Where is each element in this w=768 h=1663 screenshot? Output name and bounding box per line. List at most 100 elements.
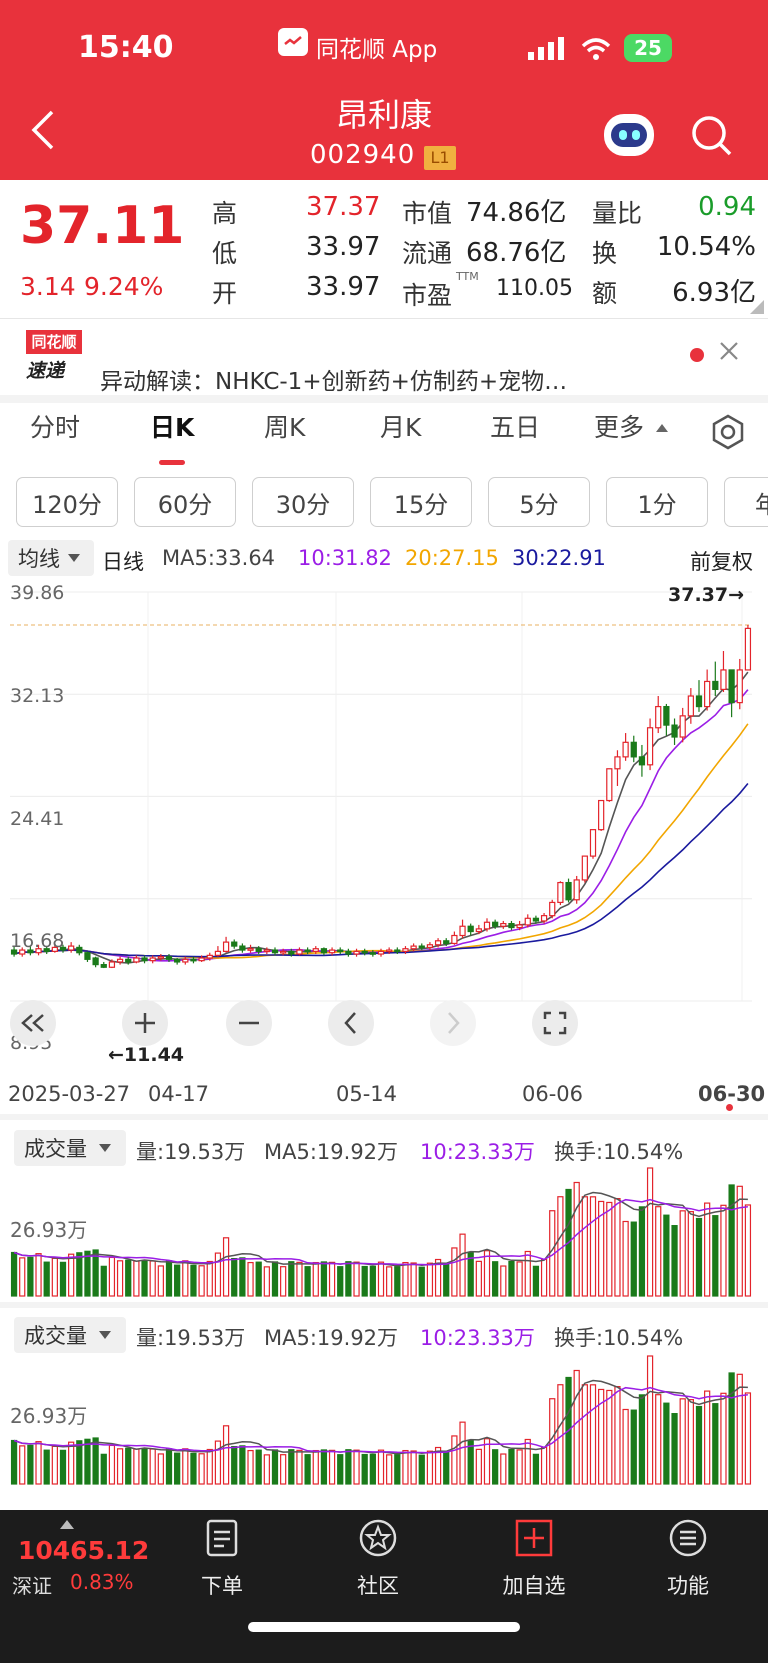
candle-body [222,941,230,952]
period-1min[interactable]: 1分 [606,477,708,527]
label-low: 低 [212,239,238,268]
value-volratio: 0.94 [698,192,756,222]
volume-bar [51,1257,58,1297]
volume-chart-1[interactable] [0,1160,768,1300]
nav-add-watchlist[interactable]: 加自选 [489,1518,579,1600]
volume-bar [581,1196,588,1297]
tab-more[interactable]: 更多 [594,413,645,442]
robot-assistant-icon[interactable] [604,114,654,156]
period-15min[interactable]: 15分 [370,477,472,527]
search-icon[interactable] [690,114,734,162]
period-60min[interactable]: 60分 [134,477,236,527]
index-value[interactable]: 10465.12 [18,1536,150,1565]
volume-selector-2[interactable]: 成交量 [14,1317,126,1353]
volume-chart-2[interactable] [0,1348,768,1488]
volume-bar [59,1449,67,1485]
volume-bar [386,1266,393,1297]
candle-body [43,948,50,952]
volume-bar [377,1261,385,1297]
ma5-value: MA5:33.64 [162,546,276,570]
candle-body [214,950,222,956]
candle-body [524,917,531,926]
nav-community[interactable]: 社区 [333,1518,423,1600]
community-icon [359,1519,397,1557]
app-logo-icon [278,28,308,56]
candle-body [100,964,107,968]
back-icon[interactable] [28,108,58,156]
kline-kind: 日线 [102,550,144,574]
candle-body [182,958,189,963]
ma-selector[interactable]: 均线 [8,540,94,576]
period-5min[interactable]: 5分 [488,477,590,527]
price-axis-label-3: 24.41 [10,808,65,830]
tab-active-indicator [159,460,185,465]
step-right-icon[interactable] [430,1000,476,1046]
candle-body [598,799,605,831]
tab-weekly-k[interactable]: 周K [264,413,306,442]
candle-body [206,954,213,959]
candle-body [565,881,572,901]
kline-chart[interactable] [0,576,768,1066]
candle-body [51,946,58,952]
volume-ma10-line [13,1386,748,1454]
volume-selector-1[interactable]: 成交量 [14,1130,126,1166]
candle-body [589,829,597,857]
fullscreen-icon[interactable] [532,1000,578,1046]
close-icon[interactable] [718,340,740,366]
ma20-value: 20:27.15 [405,546,499,570]
settings-icon[interactable] [710,414,746,454]
zoom-out-icon[interactable] [226,1000,272,1046]
volume-bar [744,1392,752,1485]
period-120min[interactable]: 120分 [16,477,118,527]
volume-bar [84,1438,91,1485]
candle-body [190,958,197,962]
value-float: 68.76亿 [466,238,567,268]
dropdown-icon [99,1144,111,1152]
period-year[interactable]: 年 [724,477,768,527]
nav-community-label: 社区 [357,1574,399,1598]
volume-bar [492,1261,499,1297]
nav-functions[interactable]: 功能 [643,1518,733,1600]
volume-bar [744,1204,752,1297]
volume-bar [255,1449,262,1485]
candle-body [655,705,662,729]
tab-daily-k[interactable]: 日K [150,413,195,442]
date-label-5: 06-30 [698,1082,766,1106]
price-axis-label-4: 16.68 [10,930,65,952]
volume-bar [116,1260,124,1297]
expand-corner-icon[interactable] [750,300,764,314]
volume-bar [410,1450,417,1485]
candle-body [174,958,181,963]
price-change: 3.14 [20,272,76,301]
candle-body [671,724,678,738]
nav-order[interactable]: 下单 [177,1518,267,1600]
add-watchlist-icon [515,1519,553,1557]
candle-body [263,949,270,953]
volume-bar [206,1260,213,1297]
date-label-1: 2025-03-27 [8,1082,131,1106]
volume-bar [443,1262,450,1297]
candle-body [540,915,548,922]
candle-body [500,922,507,927]
adjust-mode[interactable]: 前复权 [690,550,753,574]
tab-intraday[interactable]: 分时 [30,413,81,442]
status-time: 15:40 [78,30,174,65]
volume-bar [508,1448,515,1485]
volume-bar [646,1167,654,1297]
period-30min[interactable]: 30分 [252,477,354,527]
news-banner[interactable]: 同花顺 速递 异动解读：NHKC-1+创新药+仿制药+宠物… [0,320,768,395]
volume-turnover-2: 换手:10.54% [554,1326,684,1350]
tab-monthly-k[interactable]: 月K [380,413,422,442]
volume-bar [598,1388,605,1485]
tab-five-day[interactable]: 五日 [490,413,541,442]
volume-bar [288,1261,295,1297]
battery-level: 25 [634,36,662,60]
candle-body [532,917,540,922]
volume-bar [76,1440,83,1485]
step-left-icon[interactable] [328,1000,374,1046]
zoom-in-icon[interactable] [122,1000,168,1046]
volume-bar [467,1440,474,1485]
volume-bar [695,1405,703,1485]
level-badge: L1 [424,146,456,170]
scroll-left-icon[interactable] [10,1000,56,1046]
